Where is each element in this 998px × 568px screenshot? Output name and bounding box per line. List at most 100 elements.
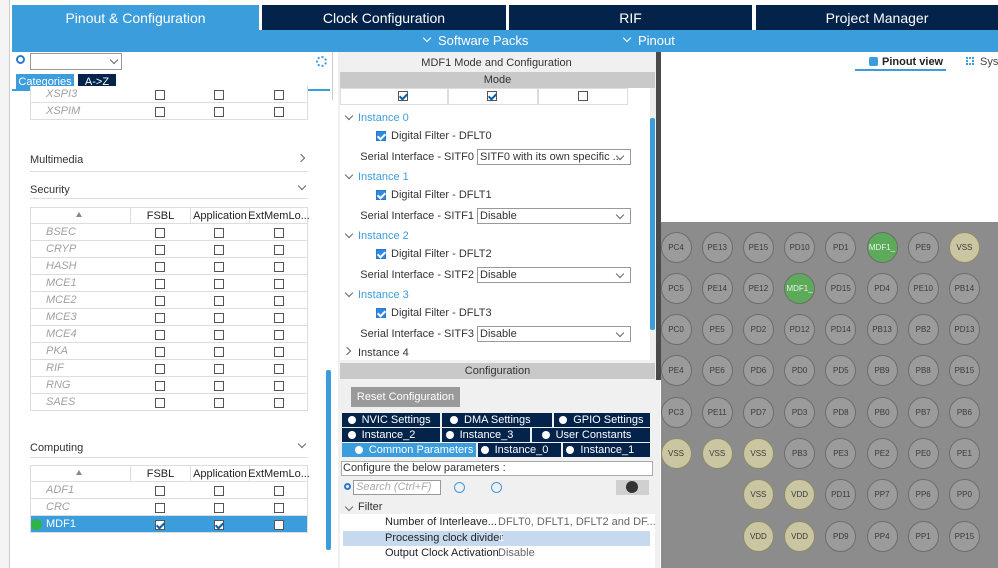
checkbox[interactable]	[155, 90, 165, 100]
pin[interactable]: PD11	[825, 479, 857, 511]
checkbox[interactable]	[274, 313, 284, 323]
checkbox[interactable]	[274, 228, 284, 238]
pin[interactable]: PD10	[784, 231, 816, 263]
pin[interactable]: MDF1_	[866, 231, 898, 263]
pin[interactable]: PE3	[825, 438, 857, 469]
pin[interactable]: VSS	[948, 231, 980, 263]
checkbox[interactable]	[376, 249, 386, 259]
pin[interactable]: VSS	[701, 438, 733, 469]
config-tab[interactable]: Common Parameters	[342, 443, 476, 457]
checkbox[interactable]	[214, 262, 224, 272]
main-tab[interactable]: Project Manager	[756, 5, 998, 30]
pin[interactable]: PD1	[825, 231, 857, 263]
main-tab[interactable]: RIF	[509, 5, 752, 30]
pin[interactable]: PE6	[701, 355, 733, 387]
checkbox[interactable]	[214, 486, 224, 496]
config-tab[interactable]: User Constants	[532, 428, 650, 442]
pin[interactable]: PB14	[948, 272, 980, 304]
pin[interactable]: PB15	[948, 355, 980, 387]
sub-tab[interactable]: Software Packs	[438, 33, 529, 48]
checkbox[interactable]	[274, 486, 284, 496]
pin[interactable]: PD0	[784, 355, 816, 387]
pin[interactable]: PB7	[907, 396, 939, 428]
pin[interactable]: VDD	[784, 520, 816, 552]
checkbox[interactable]	[214, 520, 224, 530]
checkbox[interactable]	[274, 90, 284, 100]
instance-title[interactable]: Instance 0	[358, 112, 409, 124]
checkbox[interactable]	[155, 330, 165, 340]
config-tab[interactable]: Instance_3	[442, 428, 530, 442]
checkbox[interactable]	[274, 107, 284, 117]
pin[interactable]: VSS	[660, 438, 692, 469]
view-tab[interactable]: Syst	[980, 56, 998, 68]
pin[interactable]: PD9	[825, 520, 857, 552]
pin[interactable]: PB9	[866, 355, 898, 387]
checkbox[interactable]	[376, 190, 386, 200]
checkbox[interactable]	[274, 503, 284, 513]
config-tab[interactable]: NVIC Settings	[342, 413, 440, 427]
pin[interactable]: PP0	[948, 479, 980, 511]
checkbox[interactable]	[214, 381, 224, 391]
view-tab[interactable]: A->Z	[78, 74, 116, 89]
checkbox[interactable]	[214, 398, 224, 408]
config-tab[interactable]: DMA Settings	[442, 413, 552, 427]
dropdown[interactable]: Disable	[477, 208, 631, 224]
checkbox[interactable]	[155, 503, 165, 513]
main-tab[interactable]: Clock Configuration	[262, 5, 506, 30]
pin[interactable]: PD7	[742, 396, 774, 428]
pin[interactable]: PP15	[948, 520, 980, 552]
instance-title[interactable]: Instance 3	[358, 289, 409, 301]
checkbox[interactable]	[274, 364, 284, 374]
checkbox[interactable]	[274, 296, 284, 306]
pin[interactable]: PE10	[907, 272, 939, 304]
pin[interactable]: PB6	[948, 396, 980, 428]
instance-title[interactable]: Instance 2	[358, 230, 409, 242]
pin[interactable]: PE2	[866, 438, 898, 469]
checkbox[interactable]	[274, 347, 284, 357]
dropdown[interactable]: Disable	[477, 326, 631, 342]
checkbox[interactable]	[376, 131, 386, 141]
pin[interactable]: PB3	[784, 438, 816, 469]
checkbox[interactable]	[214, 313, 224, 323]
checkbox[interactable]	[214, 296, 224, 306]
pin[interactable]: PE15	[742, 231, 774, 263]
checkbox[interactable]	[155, 364, 165, 374]
checkbox[interactable]	[155, 347, 165, 357]
checkbox[interactable]	[214, 279, 224, 289]
pin[interactable]: PP6	[907, 479, 939, 511]
pin[interactable]: PE14	[701, 272, 733, 304]
pin[interactable]: PE9	[907, 231, 939, 263]
config-tab[interactable]: Instance_2	[342, 428, 440, 442]
checkbox[interactable]	[155, 262, 165, 272]
checkbox[interactable]	[214, 330, 224, 340]
checkbox[interactable]	[398, 91, 408, 101]
category[interactable]: Computing	[30, 442, 84, 454]
pin[interactable]: PD13	[948, 314, 980, 346]
pin[interactable]: PC4	[660, 231, 692, 263]
checkbox[interactable]	[274, 520, 284, 530]
category[interactable]: Security	[30, 184, 70, 196]
button[interactable]: Reset Configuration	[351, 387, 460, 407]
pin[interactable]: PE13	[701, 231, 733, 263]
checkbox[interactable]	[214, 364, 224, 374]
dropdown[interactable]: SITF0 with its own specific ...	[477, 149, 631, 165]
instance-title[interactable]: Instance 4	[358, 347, 409, 359]
pin[interactable]: PD14	[825, 314, 857, 346]
checkbox[interactable]	[274, 279, 284, 289]
config-tab[interactable]: Instance_0	[478, 443, 561, 457]
pin[interactable]: PC5	[660, 272, 692, 304]
checkbox[interactable]	[155, 228, 165, 238]
checkbox[interactable]	[155, 279, 165, 289]
checkbox[interactable]	[155, 107, 165, 117]
checkbox[interactable]	[274, 262, 284, 272]
checkbox[interactable]	[376, 308, 386, 318]
pin[interactable]: VSS	[742, 438, 774, 469]
checkbox[interactable]	[214, 347, 224, 357]
pin[interactable]: PE1	[948, 438, 980, 469]
pin[interactable]: PB2	[907, 314, 939, 346]
settings-icon[interactable]	[316, 56, 327, 67]
checkbox[interactable]	[155, 486, 165, 496]
pin[interactable]: PB13	[866, 314, 898, 346]
checkbox[interactable]	[155, 245, 165, 255]
dropdown[interactable]: Disable	[477, 267, 631, 283]
